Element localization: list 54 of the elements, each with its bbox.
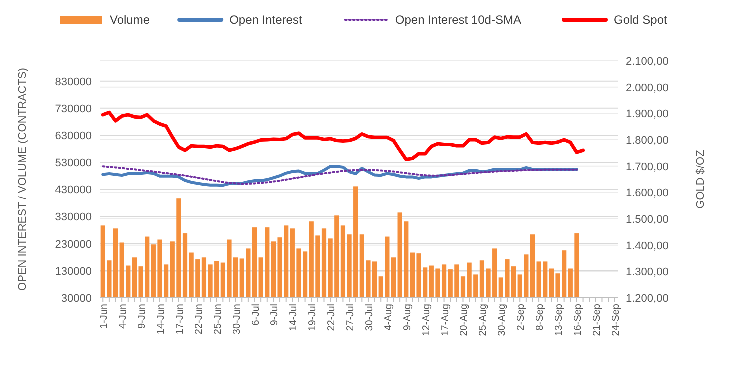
y-tick-label: 430000 (55, 184, 92, 197)
x-tick-label: 21-Sep (592, 304, 603, 336)
x-tick-label: 30-Jul (364, 304, 376, 332)
x-tick-label: 4-Aug (383, 304, 394, 331)
x-tick-label: 30-Aug (497, 304, 508, 336)
x-tick-label: 25-Aug (478, 304, 490, 336)
x-tick-label: 9-Aug (402, 304, 414, 331)
x-tick-label: 14-Jul (288, 304, 300, 332)
x-tick-label: 17-Aug (440, 304, 452, 336)
x-tick-label: 14-Jun (156, 304, 167, 335)
x-tick-label: 6-Jul (250, 304, 262, 326)
y2-tick-label: 1.800,00 (626, 135, 669, 147)
y-tick-label: 730000 (55, 103, 92, 116)
y-tick-label: 230000 (55, 238, 92, 251)
x-tick-label: 16-Sep (572, 304, 584, 336)
legend-label: Volume (110, 13, 150, 27)
x-tick-label: 9-Jul (270, 304, 281, 326)
x-tick-label: 22-Jun (194, 304, 205, 335)
legend-label: Open Interest 10d-SMA (395, 13, 522, 27)
x-tick-label: 8-Sep (535, 304, 546, 331)
x-tick-label: 9-Jun (137, 304, 148, 330)
y-tick-label: 130000 (55, 266, 92, 278)
y2-tick-label: 1.700,00 (626, 161, 669, 174)
x-tick-label: 4-Jun (118, 304, 130, 330)
y-tick-label: 630000 (55, 130, 92, 142)
y2-tick-label: 1.400,00 (626, 240, 669, 252)
y2-tick-label: 1.900,00 (626, 108, 669, 121)
x-tick-label: 17-Jun (174, 304, 186, 335)
y2-tick-label: 1.200,00 (626, 293, 669, 305)
x-tick-label: 19-Jul (308, 304, 319, 332)
x-tick-label: 2-Sep (516, 304, 528, 331)
y2-tick-label: 1.500,00 (626, 214, 669, 226)
x-tick-label: 27-Jul (346, 304, 357, 332)
x-tick-label: 12-Aug (421, 304, 432, 336)
y2-tick-label: 1.300,00 (626, 266, 669, 279)
y2-tick-label: 1.600,00 (626, 188, 669, 200)
x-tick-label: 24-Sep (610, 304, 622, 336)
x-tick-label: 30-Jun (232, 304, 243, 335)
y2-axis-title: GOLD $/OZ (695, 150, 707, 209)
x-tick-label: 20-Aug (459, 304, 470, 336)
x-tick-label: 22-Jul (326, 304, 338, 332)
legend-label: Gold Spot (614, 13, 668, 27)
y-tick-label: 830000 (55, 76, 92, 88)
y2-tick-label: 2.000,00 (626, 82, 669, 94)
y2-tick-label: 2.100,00 (626, 56, 669, 68)
line-series (101, 110, 586, 162)
y-tick-label: 330000 (55, 212, 92, 224)
legend-label: Open Interest (230, 13, 303, 27)
x-tick-label: 13-Sep (554, 304, 566, 336)
y-axis-title: OPEN INTEREST / VOLUME (CONTRACTS) (17, 68, 29, 291)
y-tick-label: 530000 (55, 158, 92, 170)
x-tick-label: 1-Jun (99, 304, 110, 330)
y-tick-label: 30000 (61, 293, 92, 305)
x-tick-label: 25-Jun (212, 304, 224, 335)
